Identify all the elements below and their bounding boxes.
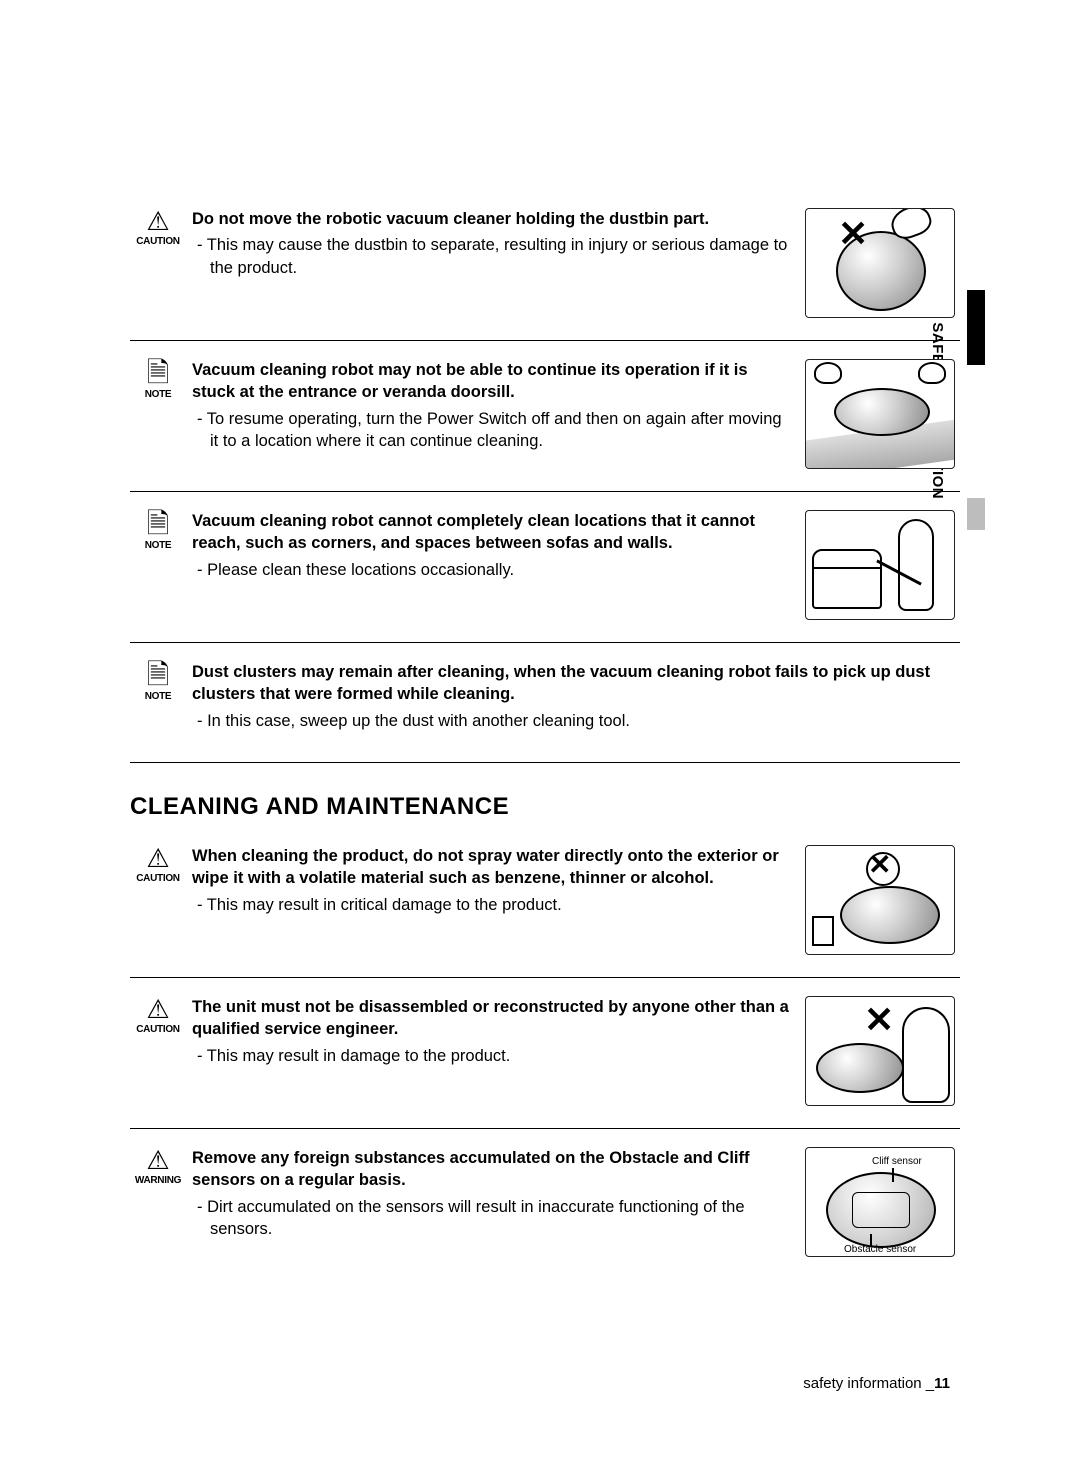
item-title: When cleaning the product, do not spray … [192,845,790,890]
note-icon: 🗎 NOTE [130,661,186,740]
item-bullet: This may cause the dustbin to separate, … [192,234,790,279]
bottom-item: ⚠ CAUTION When cleaning the product, do no… [130,827,960,978]
caution-icon: ⚠ CAUTION [130,845,186,955]
item-title: Dust clusters may remain after cleaning,… [192,661,960,706]
item-image-col: ✕ [800,208,960,318]
item-title: Vacuum cleaning robot may not be able to… [192,359,790,404]
illustration-sofa-clean [805,510,955,620]
item-text: Remove any foreign substances accumulate… [186,1147,800,1257]
note-icon: 🗎 NOTE [130,510,186,620]
item-text: Do not move the robotic vacuum cleaner h… [186,208,800,318]
note-symbol: 🗎 [130,661,186,689]
item-image-col: Cliff sensorObstacle sensor [800,1147,960,1257]
item-bullet: This may result in damage to the product… [192,1045,790,1067]
note-label: NOTE [130,691,186,702]
footer-text: safety information _ [803,1375,934,1392]
top-item: 🗎 NOTE Vacuum cleaning robot may not be ab… [130,341,960,492]
top-item: 🗎 NOTE Vacuum cleaning robot cannot comple… [130,492,960,643]
illustration-disassemble-x: ✕ [805,996,955,1106]
note-label: NOTE [130,389,186,400]
item-image-col [800,510,960,620]
note-icon: 🗎 NOTE [130,359,186,469]
illustration-dustbin-x: ✕ [805,208,955,318]
caution-icon: ⚠ CAUTION [130,208,186,318]
item-title: Remove any foreign substances accumulate… [192,1147,790,1192]
items-group-top: ⚠ CAUTION Do not move the robotic vacuum c… [130,190,960,763]
item-image-col [800,359,960,469]
caution-label: CAUTION [130,873,186,884]
caution-symbol: ⚠ [130,845,186,871]
items-group-bottom: ⚠ CAUTION When cleaning the product, do no… [130,827,960,1279]
item-image-col: ✕ [800,845,960,955]
item-bullet: This may result in critical damage to th… [192,894,790,916]
item-title: Vacuum cleaning robot cannot completely … [192,510,790,555]
item-text: When cleaning the product, do not spray … [186,845,800,955]
note-symbol: 🗎 [130,359,186,387]
bottom-item: ⚠ WARNING Remove any foreign substances ac… [130,1129,960,1279]
warning-label: WARNING [130,1175,186,1186]
bottom-item: ⚠ CAUTION The unit must not be disassemble… [130,978,960,1129]
caution-label: CAUTION [130,1024,186,1035]
item-bullet: Dirt accumulated on the sensors will res… [192,1196,790,1241]
page: 01 SAFETY INFORMATION ⚠CAUTIONDo not mov… [0,0,1080,1472]
illustration-spray-x: ✕ [805,845,955,955]
item-text: Vacuum cleaning robot may not be able to… [186,359,800,469]
item-text: Vacuum cleaning robot cannot completely … [186,510,800,620]
illustration-sensors: Cliff sensorObstacle sensor [805,1147,955,1257]
item-bullet: In this case, sweep up the dust with ano… [192,710,960,732]
top-item: ⚠ CAUTION Do not move the robotic vacuum c… [130,190,960,341]
warning-symbol: ⚠ [130,1147,186,1173]
caution-symbol: ⚠ [130,208,186,234]
item-text: Dust clusters may remain after cleaning,… [186,661,960,740]
item-bullet: To resume operating, turn the Power Swit… [192,408,790,453]
side-tab-black [967,290,985,365]
item-bullet: Please clean these locations occasionall… [192,559,790,581]
section-heading: CLEANING AND MAINTENANCE [130,793,960,821]
note-label: NOTE [130,540,186,551]
caution-symbol: ⚠ [130,996,186,1022]
warning-icon: ⚠ WARNING [130,1147,186,1257]
item-title: Do not move the robotic vacuum cleaner h… [192,208,790,230]
item-text: The unit must not be disassembled or rec… [186,996,800,1106]
footer-page: 11 [934,1375,950,1392]
note-symbol: 🗎 [130,510,186,538]
footer: safety information _11 [803,1375,950,1392]
side-tab-gray [967,498,985,530]
item-title: The unit must not be disassembled or rec… [192,996,790,1041]
item-image-col: ✕ [800,996,960,1106]
top-item: 🗎 NOTE Dust clusters may remain after clea… [130,643,960,763]
caution-label: CAUTION [130,236,186,247]
caution-icon: ⚠ CAUTION [130,996,186,1106]
illustration-stuck-sill [805,359,955,469]
